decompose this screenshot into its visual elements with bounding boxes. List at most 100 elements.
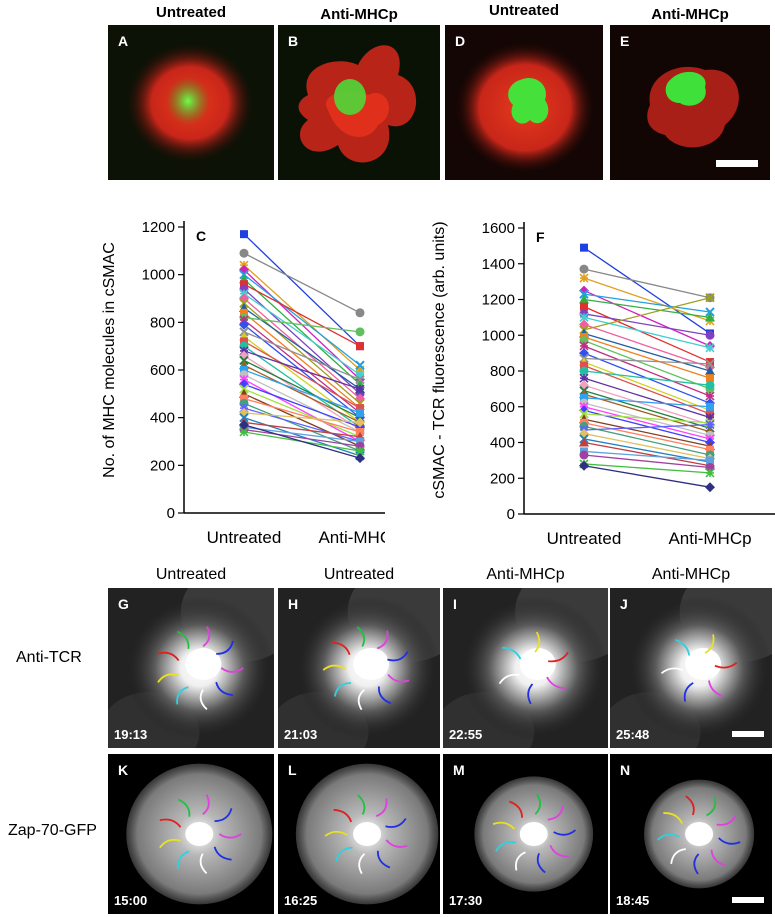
tcr-panel-i: I 22:55 (443, 588, 608, 748)
point-anti-mhcp (356, 408, 364, 417)
series-line (243, 312, 361, 409)
series-line (583, 298, 711, 319)
tcr-panel-g: G 19:13 (108, 588, 274, 748)
series-line (243, 264, 361, 371)
microcluster-track (220, 667, 244, 673)
microcluster-track (704, 634, 715, 654)
x-tick-label: Anti-MHCp (668, 529, 751, 547)
point-untreated (579, 366, 589, 376)
panel-letter-j: J (620, 596, 628, 612)
point-untreated (579, 405, 589, 416)
microcluster-track (202, 626, 211, 648)
series-line (243, 283, 361, 347)
microcluster-track (492, 821, 516, 830)
point-anti-mhcp (705, 468, 715, 478)
scale-bar (732, 897, 764, 903)
series-line (243, 288, 361, 395)
timestamp-h: 21:03 (284, 727, 318, 742)
microcluster-track (324, 830, 348, 837)
series-line (243, 359, 361, 419)
point-anti-mhcp (355, 384, 365, 394)
series-line (583, 306, 711, 363)
point-untreated (579, 460, 589, 471)
microcluster-track (177, 798, 191, 817)
point-anti-mhcp (355, 360, 365, 370)
series-line (583, 345, 711, 397)
microcluster-track (534, 793, 541, 815)
series-line (243, 369, 361, 414)
point-untreated (579, 294, 589, 304)
series-line (243, 424, 361, 459)
timestamp-m: 17:30 (449, 893, 483, 908)
microcluster-track (670, 848, 686, 865)
microcluster-track (216, 640, 234, 655)
point-anti-mhcp (705, 391, 715, 401)
point-anti-mhcp (706, 445, 714, 454)
series-line (243, 331, 361, 381)
microcluster-track (176, 630, 190, 650)
microcluster-track (675, 638, 691, 656)
series-line (243, 345, 361, 428)
series-line (583, 384, 711, 426)
zap-panel-n: N 18:45 (610, 754, 772, 914)
series-line (583, 406, 711, 440)
panel-letter-a: A (118, 33, 129, 49)
header-untreated-g: Untreated (155, 566, 227, 583)
series-line (583, 323, 711, 369)
chart-panel-letter: C (196, 228, 206, 244)
microcluster-track (214, 808, 233, 822)
point-untreated (240, 230, 248, 239)
microcluster-track (710, 849, 726, 867)
microcluster-track (331, 641, 351, 656)
series-line (243, 388, 361, 438)
point-anti-mhcp (705, 359, 715, 369)
point-untreated (239, 248, 249, 258)
series-line (243, 316, 361, 333)
chart-c: No. of MHC molecules in cSMAC 0 200 400 600… (101, 219, 385, 547)
point-anti-mhcp (356, 342, 364, 351)
microcluster-track (716, 814, 737, 826)
y-tick-label: 600 (490, 399, 515, 416)
point-untreated (579, 264, 589, 274)
microcluster-track (159, 838, 181, 849)
series-line (243, 426, 361, 443)
micrograph-a: A (108, 25, 274, 180)
y-tick-label: 1000 (142, 267, 175, 284)
chart-panel-letter: F (536, 229, 545, 245)
point-untreated (579, 450, 589, 460)
point-untreated (239, 350, 249, 361)
micrograph-b: B (278, 25, 440, 180)
y-tick-label: 1600 (482, 220, 515, 237)
point-anti-mhcp (356, 404, 364, 413)
csmac-cluster (185, 648, 222, 680)
point-untreated (580, 393, 588, 402)
microcluster-track (534, 631, 541, 653)
series-line (583, 463, 711, 474)
series-line (583, 289, 711, 347)
csmac-cluster (353, 822, 382, 846)
series-line (583, 402, 711, 436)
panel-letter-k: K (118, 762, 129, 778)
microcluster-track (333, 808, 353, 823)
microcluster-track (322, 664, 346, 671)
microcluster-track (335, 846, 353, 862)
point-anti-mhcp (355, 453, 365, 464)
microcluster-track (333, 682, 352, 697)
microcluster-track (508, 800, 523, 818)
point-untreated (239, 427, 249, 437)
point-anti-mhcp (355, 446, 365, 456)
series-line (243, 383, 361, 428)
timestamp-g: 19:13 (114, 727, 148, 742)
timestamp-l: 16:25 (284, 893, 318, 908)
series-line (243, 307, 361, 390)
header-antimhcp-e: Anti-MHCp (651, 6, 729, 23)
series-line (583, 336, 711, 379)
chart-f: cSMAC - TCR fluorescence (arb. units) 0 2… (431, 220, 775, 547)
point-anti-mhcp (355, 417, 365, 428)
series-line (583, 450, 711, 462)
header-antimhcp-j: Anti-MHCp (651, 566, 731, 583)
microcluster-track (357, 794, 366, 815)
microcluster-track (199, 689, 208, 711)
panel-letter-b: B (288, 33, 299, 49)
series-line (583, 422, 711, 451)
